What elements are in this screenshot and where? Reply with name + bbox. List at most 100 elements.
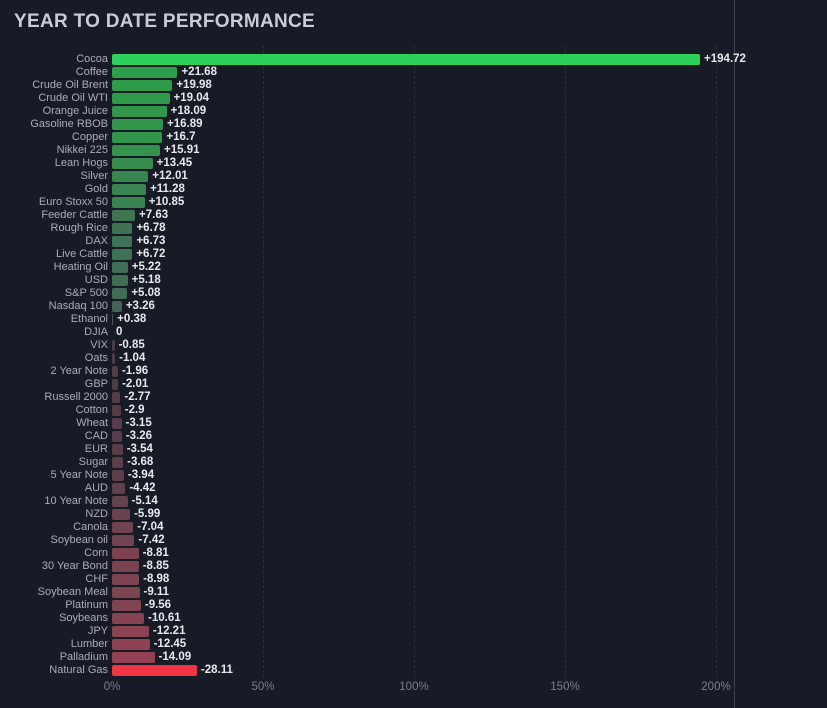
performance-bar — [112, 574, 140, 585]
category-label: Wheat — [76, 417, 108, 429]
value-label: -9.11 — [143, 586, 170, 598]
value-label: -8.81 — [142, 547, 169, 559]
performance-bar — [112, 392, 121, 403]
performance-bar — [112, 652, 155, 663]
performance-bar — [112, 132, 163, 143]
category-label: Soybean oil — [50, 534, 109, 546]
category-label: Corn — [84, 547, 108, 559]
value-label: +7.63 — [139, 209, 169, 221]
value-label: 0 — [116, 326, 123, 338]
performance-bar — [112, 275, 128, 286]
value-label: -3.26 — [125, 430, 153, 442]
performance-bar — [112, 509, 131, 520]
value-label: -3.94 — [127, 469, 155, 481]
chart-row: Lean Hogs +13.45 — [0, 157, 827, 170]
chart-row: GBP -2.01 — [0, 378, 827, 391]
performance-bar — [112, 184, 147, 195]
category-label: Sugar — [78, 456, 108, 468]
value-label: +19.98 — [176, 79, 212, 91]
chart-row: Corn -8.81 — [0, 547, 827, 560]
performance-bar — [112, 223, 133, 234]
chart-row: Nikkei 225 +15.91 — [0, 144, 827, 157]
performance-bar — [112, 249, 133, 260]
value-label: -12.45 — [153, 638, 187, 650]
chart-row: Silver +12.01 — [0, 170, 827, 183]
category-label: NZD — [85, 508, 108, 520]
performance-bar — [112, 106, 167, 117]
category-label: 10 Year Note — [44, 495, 108, 507]
category-label: EUR — [84, 443, 108, 455]
performance-bar — [112, 587, 140, 598]
chart-row: Heating Oil +5.22 — [0, 261, 827, 274]
chart-row: JPY -12.21 — [0, 625, 827, 638]
category-label: Oats — [84, 352, 108, 364]
value-label: +194.72 — [704, 53, 746, 65]
value-label: +3.26 — [125, 300, 155, 312]
chart-row: USD +5.18 — [0, 274, 827, 287]
category-label: DAX — [85, 235, 108, 247]
value-label: -5.99 — [134, 508, 161, 520]
category-label: VIX — [90, 339, 108, 351]
performance-bar — [112, 197, 145, 208]
value-label: -7.42 — [138, 534, 165, 546]
performance-bar — [112, 665, 197, 676]
value-label: -3.54 — [126, 443, 153, 455]
chart-row: DJIA 0 — [0, 326, 827, 339]
chart-row: Sugar -3.68 — [0, 456, 827, 469]
category-label: Cotton — [75, 404, 108, 416]
chart-row: 5 Year Note -3.94 — [0, 469, 827, 482]
chart-row: Wheat -3.15 — [0, 417, 827, 430]
chart-row: 30 Year Bond -8.85 — [0, 560, 827, 573]
chart-row: Copper +16.7 — [0, 131, 827, 144]
chart-row: Orange Juice +18.09 — [0, 105, 827, 118]
value-label: +6.72 — [136, 248, 166, 260]
performance-bar — [112, 535, 135, 546]
performance-bar — [112, 236, 133, 247]
crosshair-line — [734, 0, 735, 708]
value-label: -3.15 — [125, 417, 152, 429]
chart-row: Rough Rice +6.78 — [0, 222, 827, 235]
value-label: -10.61 — [148, 612, 181, 624]
value-label: -28.11 — [200, 664, 233, 676]
category-label: CAD — [84, 430, 108, 442]
chart-row: Soybean Meal -9.11 — [0, 586, 827, 599]
chart-row: Lumber -12.45 — [0, 638, 827, 651]
performance-bar — [112, 301, 122, 312]
performance-bar — [112, 340, 115, 351]
performance-bar — [112, 431, 122, 442]
value-label: -9.56 — [144, 599, 172, 611]
chart-title: YEAR TO DATE PERFORMANCE — [14, 11, 316, 32]
value-label: -2.9 — [124, 404, 145, 416]
chart-row: Ethanol +0.38 — [0, 313, 827, 326]
chart-row: DAX +6.73 — [0, 235, 827, 248]
category-label: Palladium — [59, 651, 108, 663]
chart-row: AUD -4.42 — [0, 482, 827, 495]
chart-row: VIX -0.85 — [0, 339, 827, 352]
category-label: Silver — [80, 170, 108, 182]
category-label: Soybean Meal — [37, 586, 108, 598]
category-label: Lean Hogs — [54, 157, 108, 169]
chart-row: EUR -3.54 — [0, 443, 827, 456]
performance-bar — [112, 171, 149, 182]
axis-tick-label: 0% — [103, 681, 121, 693]
chart-row: Gasoline RBOB +16.89 — [0, 118, 827, 131]
category-label: Canola — [73, 521, 108, 533]
chart-row: CHF -8.98 — [0, 573, 827, 586]
value-label: -2.01 — [122, 378, 149, 390]
category-label: USD — [84, 274, 108, 286]
category-label: GBP — [84, 378, 108, 390]
value-label: -2.77 — [124, 391, 151, 403]
value-label: -8.98 — [143, 573, 170, 585]
value-label: -5.14 — [131, 495, 158, 507]
category-label: Cocoa — [76, 53, 108, 65]
performance-bar — [112, 548, 139, 559]
category-label: Crude Oil WTI — [38, 92, 108, 104]
performance-bar — [112, 93, 170, 104]
performance-bar — [112, 158, 153, 169]
category-label: Euro Stoxx 50 — [38, 196, 108, 208]
category-label: Feeder Cattle — [41, 209, 108, 221]
performance-bar — [112, 353, 116, 364]
value-label: -1.04 — [119, 352, 146, 364]
value-label: +10.85 — [148, 196, 185, 208]
